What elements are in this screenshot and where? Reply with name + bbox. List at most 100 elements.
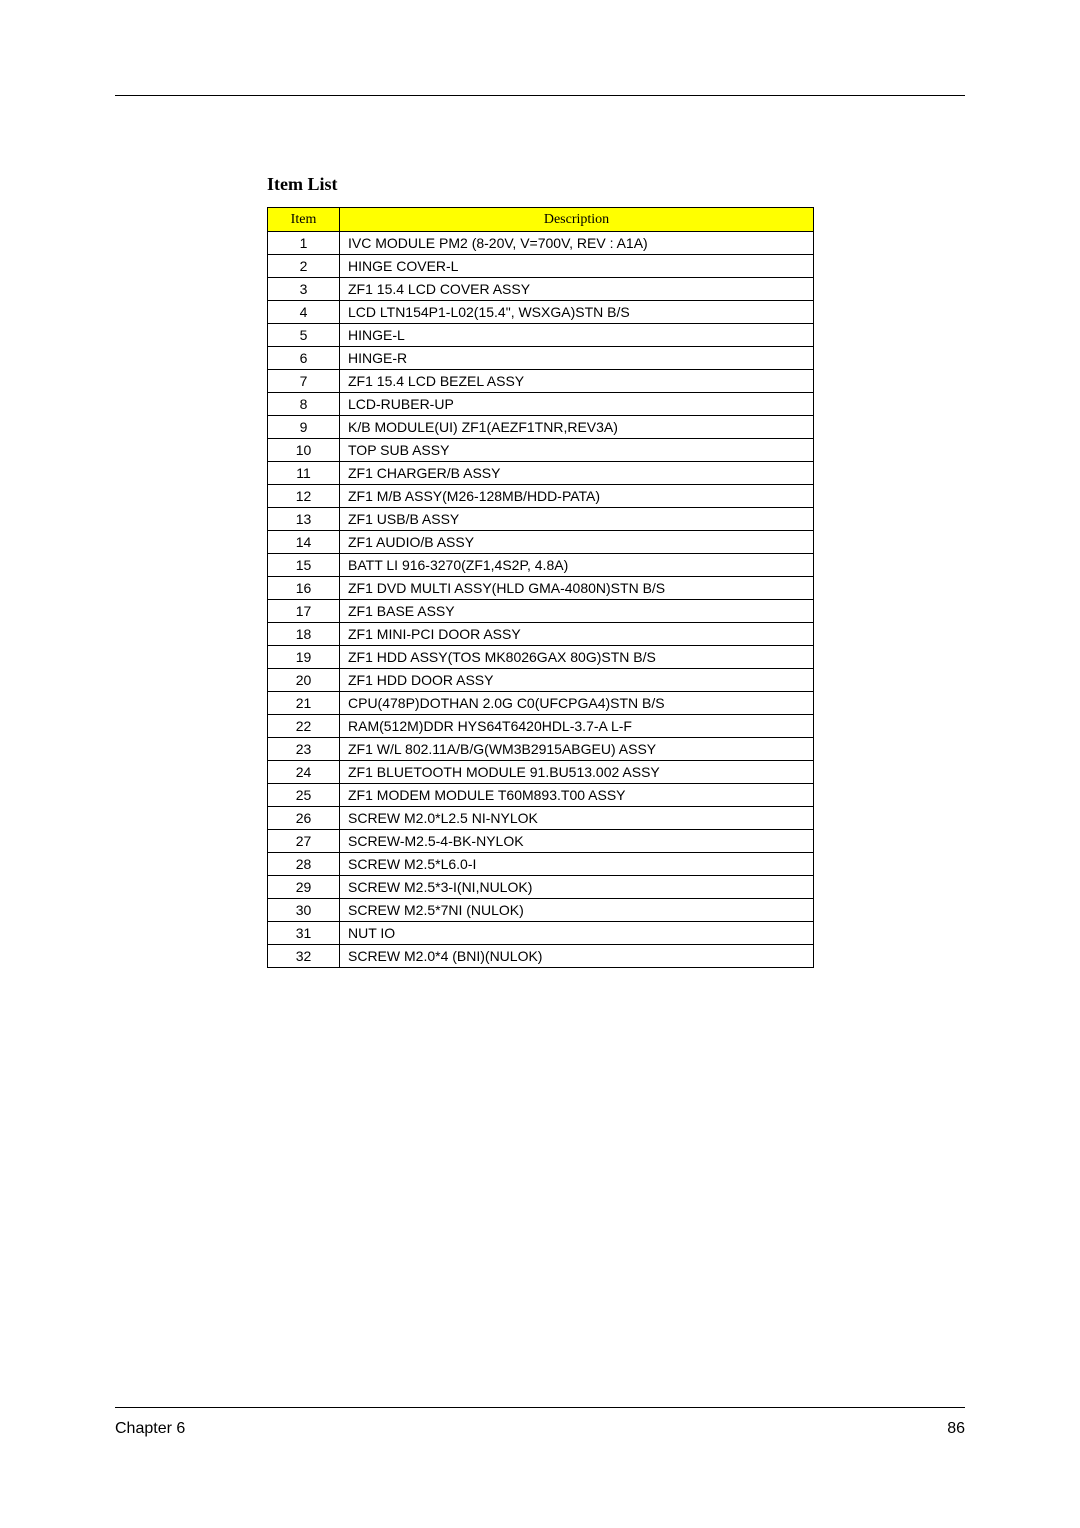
item-description-cell: ZF1 BLUETOOTH MODULE 91.BU513.002 ASSY [340,761,814,784]
table-row: 28SCREW M2.5*L6.0-I [268,853,814,876]
item-description-cell: TOP SUB ASSY [340,439,814,462]
item-number-cell: 23 [268,738,340,761]
item-description-cell: ZF1 BASE ASSY [340,600,814,623]
item-number-cell: 4 [268,301,340,324]
item-number-cell: 8 [268,393,340,416]
item-number-cell: 7 [268,370,340,393]
item-description-cell: RAM(512M)DDR HYS64T6420HDL-3.7-A L-F [340,715,814,738]
item-description-cell: HINGE-L [340,324,814,347]
item-list-table: Item Description 1IVC MODULE PM2 (8-20V,… [267,207,814,968]
item-description-cell: ZF1 M/B ASSY(M26-128MB/HDD-PATA) [340,485,814,508]
item-description-cell: SCREW-M2.5-4-BK-NYLOK [340,830,814,853]
item-description-cell: LCD-RUBER-UP [340,393,814,416]
item-description-cell: LCD LTN154P1-L02(15.4", WSXGA)STN B/S [340,301,814,324]
item-description-cell: ZF1 W/L 802.11A/B/G(WM3B2915ABGEU) ASSY [340,738,814,761]
footer-page-number: 86 [947,1420,965,1438]
table-header-row: Item Description [268,208,814,232]
item-number-cell: 20 [268,669,340,692]
item-number-cell: 27 [268,830,340,853]
item-number-cell: 22 [268,715,340,738]
table-row: 18ZF1 MINI-PCI DOOR ASSY [268,623,814,646]
item-description-cell: IVC MODULE PM2 (8-20V, V=700V, REV : A1A… [340,232,814,255]
table-row: 30SCREW M2.5*7NI (NULOK) [268,899,814,922]
table-row: 26SCREW M2.0*L2.5 NI-NYLOK [268,807,814,830]
content-area: Item List Item Description 1IVC MODULE P… [115,174,965,968]
item-description-cell: SCREW M2.5*3-I(NI,NULOK) [340,876,814,899]
footer-rule [115,1407,965,1408]
item-number-cell: 13 [268,508,340,531]
item-description-cell: ZF1 HDD ASSY(TOS MK8026GAX 80G)STN B/S [340,646,814,669]
item-description-cell: HINGE COVER-L [340,255,814,278]
item-description-cell: CPU(478P)DOTHAN 2.0G C0(UFCPGA4)STN B/S [340,692,814,715]
table-row: 4LCD LTN154P1-L02(15.4", WSXGA)STN B/S [268,301,814,324]
page-footer: Chapter 6 86 [115,1407,965,1438]
table-title: Item List [267,174,965,195]
table-row: 19ZF1 HDD ASSY(TOS MK8026GAX 80G)STN B/S [268,646,814,669]
table-row: 5HINGE-L [268,324,814,347]
table-row: 32SCREW M2.0*4 (BNI)(NULOK) [268,945,814,968]
item-description-cell: BATT LI 916-3270(ZF1,4S2P, 4.8A) [340,554,814,577]
table-row: 9K/B MODULE(UI) ZF1(AEZF1TNR,REV3A) [268,416,814,439]
item-description-cell: ZF1 DVD MULTI ASSY(HLD GMA-4080N)STN B/S [340,577,814,600]
item-number-cell: 2 [268,255,340,278]
item-number-cell: 28 [268,853,340,876]
table-row: 11ZF1 CHARGER/B ASSY [268,462,814,485]
item-number-cell: 26 [268,807,340,830]
item-number-cell: 25 [268,784,340,807]
page-frame: Item List Item Description 1IVC MODULE P… [115,95,965,1438]
item-number-cell: 30 [268,899,340,922]
table-row: 31NUT IO [268,922,814,945]
item-number-cell: 19 [268,646,340,669]
item-description-cell: ZF1 15.4 LCD COVER ASSY [340,278,814,301]
table-row: 2HINGE COVER-L [268,255,814,278]
footer-chapter: Chapter 6 [115,1420,185,1438]
table-row: 24ZF1 BLUETOOTH MODULE 91.BU513.002 ASSY [268,761,814,784]
table-row: 10TOP SUB ASSY [268,439,814,462]
table-row: 27SCREW-M2.5-4-BK-NYLOK [268,830,814,853]
table-row: 7ZF1 15.4 LCD BEZEL ASSY [268,370,814,393]
item-description-cell: NUT IO [340,922,814,945]
item-description-cell: ZF1 MODEM MODULE T60M893.T00 ASSY [340,784,814,807]
item-number-cell: 6 [268,347,340,370]
table-row: 13ZF1 USB/B ASSY [268,508,814,531]
table-row: 3ZF1 15.4 LCD COVER ASSY [268,278,814,301]
item-number-cell: 1 [268,232,340,255]
table-row: 25ZF1 MODEM MODULE T60M893.T00 ASSY [268,784,814,807]
item-description-cell: SCREW M2.5*7NI (NULOK) [340,899,814,922]
table-row: 14ZF1 AUDIO/B ASSY [268,531,814,554]
item-number-cell: 31 [268,922,340,945]
table-row: 16ZF1 DVD MULTI ASSY(HLD GMA-4080N)STN B… [268,577,814,600]
col-header-description: Description [340,208,814,232]
item-number-cell: 10 [268,439,340,462]
table-row: 17ZF1 BASE ASSY [268,600,814,623]
item-description-cell: SCREW M2.0*4 (BNI)(NULOK) [340,945,814,968]
item-number-cell: 5 [268,324,340,347]
item-number-cell: 17 [268,600,340,623]
item-number-cell: 29 [268,876,340,899]
footer-row: Chapter 6 86 [115,1420,965,1438]
table-row: 21CPU(478P)DOTHAN 2.0G C0(UFCPGA4)STN B/… [268,692,814,715]
table-row: 15BATT LI 916-3270(ZF1,4S2P, 4.8A) [268,554,814,577]
table-row: 22RAM(512M)DDR HYS64T6420HDL-3.7-A L-F [268,715,814,738]
item-description-cell: SCREW M2.5*L6.0-I [340,853,814,876]
item-number-cell: 14 [268,531,340,554]
table-row: 8LCD-RUBER-UP [268,393,814,416]
table-row: 23ZF1 W/L 802.11A/B/G(WM3B2915ABGEU) ASS… [268,738,814,761]
table-row: 20ZF1 HDD DOOR ASSY [268,669,814,692]
item-number-cell: 11 [268,462,340,485]
item-description-cell: ZF1 MINI-PCI DOOR ASSY [340,623,814,646]
item-description-cell: ZF1 CHARGER/B ASSY [340,462,814,485]
item-number-cell: 12 [268,485,340,508]
item-number-cell: 15 [268,554,340,577]
table-row: 12ZF1 M/B ASSY(M26-128MB/HDD-PATA) [268,485,814,508]
top-rule [115,95,965,96]
item-description-cell: HINGE-R [340,347,814,370]
item-number-cell: 21 [268,692,340,715]
col-header-item: Item [268,208,340,232]
item-number-cell: 24 [268,761,340,784]
table-row: 1IVC MODULE PM2 (8-20V, V=700V, REV : A1… [268,232,814,255]
item-number-cell: 18 [268,623,340,646]
item-description-cell: SCREW M2.0*L2.5 NI-NYLOK [340,807,814,830]
item-description-cell: K/B MODULE(UI) ZF1(AEZF1TNR,REV3A) [340,416,814,439]
item-description-cell: ZF1 HDD DOOR ASSY [340,669,814,692]
